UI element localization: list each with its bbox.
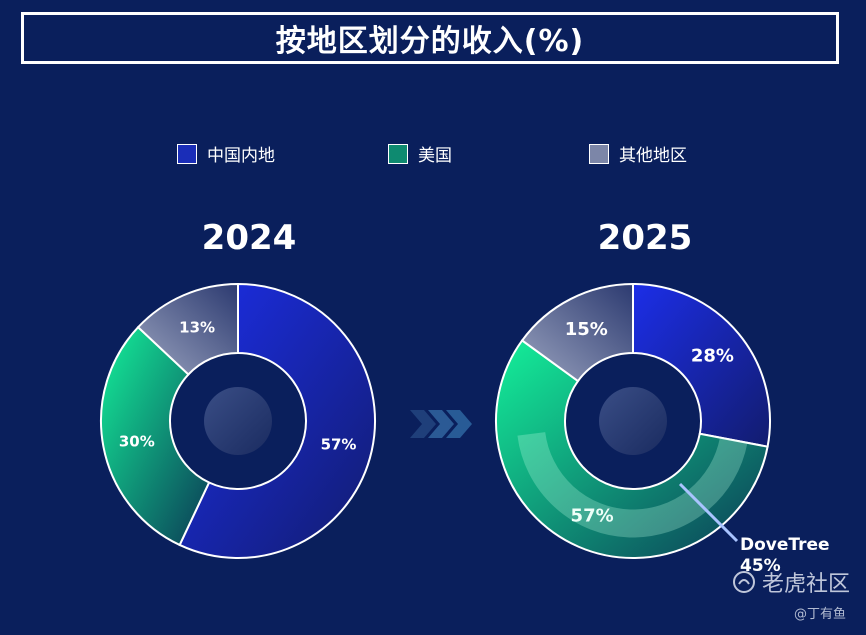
- annotation-name: DoveTree: [740, 535, 830, 555]
- slice-label: 57%: [571, 506, 614, 527]
- legend-swatch: [589, 143, 609, 164]
- donut-chart-2024: 57% 30% 13%: [100, 282, 376, 559]
- legend-swatch: [177, 143, 197, 164]
- donut-slice-美国: [100, 325, 211, 547]
- legend-label: 美国: [418, 146, 452, 166]
- watermark-user: @丁有鱼: [793, 607, 846, 622]
- donut-slice-其他地区: [520, 282, 634, 383]
- donut-center-disc: [599, 387, 667, 455]
- legend-label: 其他地区: [619, 146, 687, 166]
- arrow-icon: [410, 410, 472, 438]
- watermark-logo-text: 老虎社区: [761, 572, 850, 597]
- watermark-logo: 老虎社区: [732, 566, 850, 598]
- legend: 中国内地 美国 其他地区: [0, 141, 866, 167]
- chart-title-box: 按地区划分的收入(%): [21, 12, 839, 64]
- donut-slice-中国内地: [632, 282, 771, 448]
- slice-label: 28%: [691, 345, 734, 366]
- slice-label: 57%: [321, 435, 357, 453]
- donut-slice-其他地区: [136, 282, 239, 376]
- annotation-leader-line: [678, 482, 739, 543]
- slice-label: 13%: [179, 318, 215, 336]
- annotation-value: 45%: [740, 556, 781, 576]
- chart-title: 按地区划分的收入(%): [275, 24, 585, 59]
- donut-center-disc: [204, 387, 272, 455]
- legend-item-mainland-china: 中国内地: [177, 141, 275, 166]
- tiger-logo-icon: [732, 571, 755, 593]
- legend-item-other-regions: 其他地区: [589, 141, 687, 166]
- year-label-2025: 2025: [597, 218, 693, 258]
- legend-swatch: [388, 143, 408, 164]
- annotation-ring: [517, 431, 748, 538]
- legend-label: 中国内地: [207, 146, 275, 166]
- donut-slice-中国内地: [178, 282, 376, 559]
- legend-item-usa: 美国: [388, 141, 452, 166]
- year-label-2024: 2024: [201, 218, 297, 258]
- slice-label: 15%: [565, 319, 608, 340]
- slice-label: 30%: [119, 432, 155, 450]
